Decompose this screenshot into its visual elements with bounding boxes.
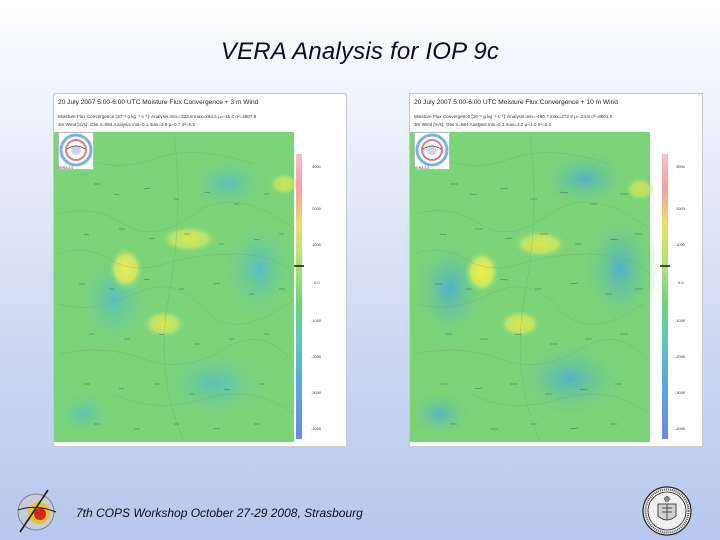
footer-caption: 7th COPS Workshop October 27-29 2008, St… — [76, 506, 363, 520]
panel-info-line-1: Moisture Flux Convergence [10⁻⁶ g kg⁻¹ s… — [58, 114, 257, 119]
panel-title: 20 July 2007 5:00-6:00 UTC Moisture Flux… — [414, 99, 618, 106]
moisture-flux-map — [410, 132, 670, 443]
colorbar-label: -3000 — [311, 390, 322, 395]
colorbar-label: 2000 — [312, 206, 321, 211]
panel-info-line-2: 3m Wind [m/s]: Obs n=684 Analysis min=0.… — [58, 122, 196, 127]
colorbar-label: 0.0 — [678, 280, 684, 285]
panel-info-line-1: Moisture Flux Convergence [10⁻⁶ g kg⁻¹ s… — [414, 114, 613, 119]
colorbar-label: -2000 — [675, 354, 686, 359]
logo-caption: VERA 3.0 — [414, 166, 430, 170]
colorbar-label: 3000 — [676, 164, 685, 169]
panel-title: 20 July 2007 5:00-6:00 UTC Moisture Flux… — [58, 99, 259, 106]
colorbar-label: 1000 — [312, 242, 321, 247]
moisture-flux-map — [54, 132, 304, 443]
logo-caption: VERA 3.0 — [58, 166, 74, 170]
slide-title: VERA Analysis for IOP 9c — [220, 38, 500, 65]
analysis-panel-3m-wind: 20 July 2007 5:00-6:00 UTC Moisture Flux… — [53, 93, 347, 447]
colorbar-label: 0.0 — [314, 280, 320, 285]
colorbar-label: -2000 — [311, 354, 322, 359]
colorbar-label: -4000 — [675, 426, 686, 431]
colorbar-label: -4000 — [311, 426, 322, 431]
university-seal-icon — [642, 486, 692, 536]
colorbar-label: 3000 — [312, 164, 321, 169]
colorbar-label: -1000 — [311, 318, 322, 323]
vera-logo-icon — [17, 489, 57, 533]
vera-map-logo-icon — [58, 132, 94, 170]
colorbar-label: 2000 — [676, 206, 685, 211]
analysis-panel-10m-wind: 20 July 2007 5:00-6:00 UTC Moisture Flux… — [409, 93, 703, 447]
colorbar-label: -3000 — [675, 390, 686, 395]
vera-map-logo-icon — [414, 132, 450, 170]
panel-info-line-2: 3m Wind [m/s]: Obs n=684 Analysis min=0.… — [414, 122, 552, 127]
colorbar-label: 1000 — [676, 242, 685, 247]
colorbar-label: -1000 — [675, 318, 686, 323]
